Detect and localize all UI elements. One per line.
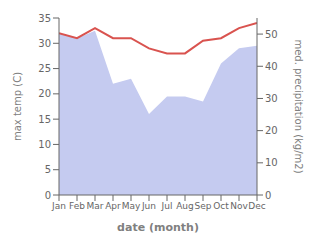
svg-text:50: 50 [265,29,278,40]
svg-text:Nov: Nov [230,201,248,211]
svg-text:Aug: Aug [176,201,194,211]
svg-text:Jan: Jan [51,201,66,211]
svg-text:20: 20 [38,88,51,99]
svg-text:0: 0 [45,190,51,201]
svg-text:25: 25 [38,63,51,74]
svg-text:date (month): date (month) [117,221,199,234]
svg-text:30: 30 [265,93,278,104]
svg-text:med. precipitation (kg/m2): med. precipitation (kg/m2) [293,39,304,173]
svg-text:Mar: Mar [87,201,104,211]
svg-text:30: 30 [38,38,51,49]
svg-text:0: 0 [265,190,271,201]
svg-text:35: 35 [38,13,51,24]
svg-text:Sep: Sep [195,201,212,211]
svg-text:Oct: Oct [213,201,229,211]
svg-text:10: 10 [38,139,51,150]
svg-text:Jul: Jul [161,201,173,211]
svg-text:Jun: Jun [141,201,156,211]
svg-text:Feb: Feb [69,201,85,211]
svg-text:Apr: Apr [105,201,121,211]
svg-text:5: 5 [45,164,51,175]
svg-text:20: 20 [265,125,278,136]
svg-text:max temp (C): max temp (C) [12,72,23,141]
svg-text:Dec: Dec [248,201,265,211]
svg-text:May: May [122,201,141,211]
svg-text:10: 10 [265,157,278,168]
svg-text:40: 40 [265,61,278,72]
svg-text:15: 15 [38,114,51,125]
